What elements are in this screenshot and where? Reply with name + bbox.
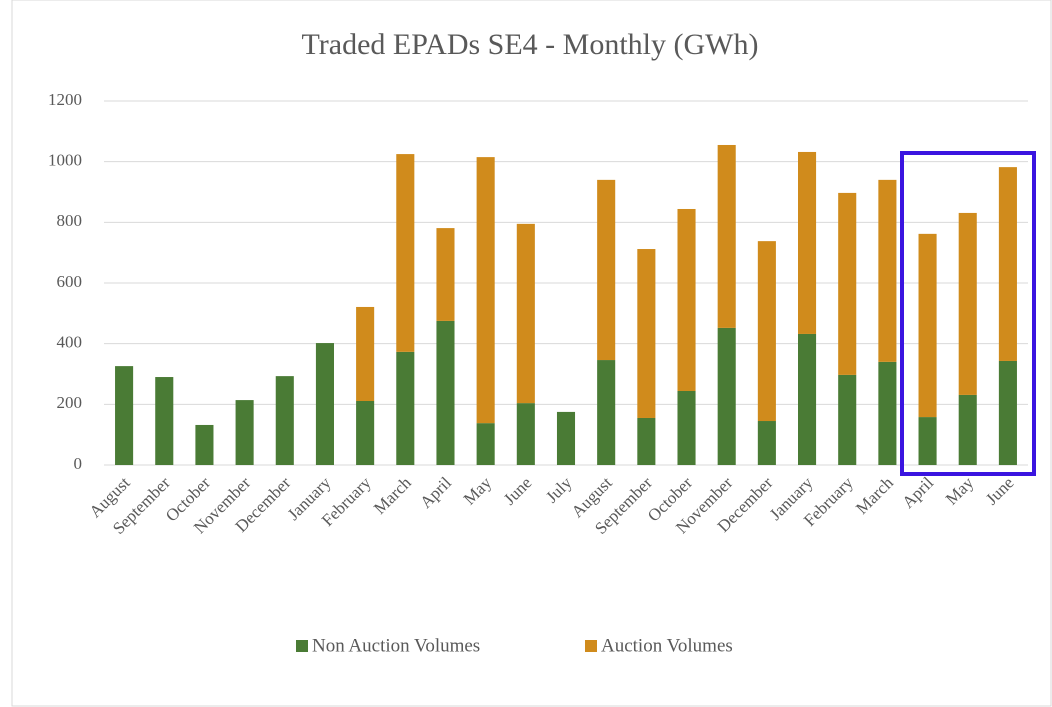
bar-segment: [195, 424, 214, 465]
bar-segment: [396, 351, 415, 465]
bar-segment: [436, 320, 455, 465]
bar-segment: [798, 333, 817, 465]
bar-segment: [396, 154, 415, 352]
y-tick-label: 200: [57, 393, 83, 412]
bar-segment: [958, 212, 977, 395]
bar-segment: [798, 151, 817, 334]
bar-segment: [677, 208, 696, 391]
y-tick-label: 1200: [48, 90, 82, 109]
bar-segment: [637, 417, 656, 465]
bar-segment: [998, 360, 1017, 465]
bar-segment: [235, 400, 254, 465]
bar-segment: [918, 417, 937, 465]
bar-segment: [597, 360, 616, 465]
legend-swatch: [585, 640, 597, 652]
legend-label: Auction Volumes: [601, 635, 733, 656]
bar-segment: [918, 233, 937, 418]
bar-segment: [476, 423, 495, 465]
bar-segment: [597, 179, 616, 361]
bar-segment: [677, 390, 696, 465]
bar-segment: [878, 179, 897, 362]
bar-segment: [516, 223, 535, 404]
bar-segment: [838, 192, 857, 375]
legend-label: Non Auction Volumes: [312, 635, 480, 656]
highlight-box: [900, 151, 1036, 476]
bar-segment: [757, 421, 776, 465]
bar-segment: [115, 366, 134, 465]
bar-segment: [275, 376, 294, 465]
y-tick-label: 1000: [48, 151, 82, 170]
bar-segment: [838, 374, 857, 465]
y-tick-label: 0: [74, 454, 83, 473]
bar-segment: [878, 361, 897, 465]
bar-segment: [436, 228, 455, 321]
bar-segment: [637, 249, 656, 418]
bar-segment: [155, 377, 174, 465]
bar-segment: [958, 394, 977, 465]
bar-segment: [717, 144, 736, 328]
bar-segment: [998, 167, 1017, 361]
y-tick-label: 800: [57, 211, 83, 230]
bar-segment: [757, 241, 776, 422]
bar-segment: [356, 400, 375, 465]
chart-title: Traded EPADs SE4 - Monthly (GWh): [302, 28, 759, 61]
bar-segment: [556, 411, 576, 465]
bar-segment: [356, 306, 375, 401]
marks: [115, 144, 1017, 465]
bar-segment: [476, 157, 495, 424]
y-tick-label: 400: [57, 333, 83, 352]
y-tick-label: 600: [57, 272, 83, 291]
bar-segment: [717, 327, 736, 465]
bar-segment: [315, 343, 334, 465]
legend-swatch: [296, 640, 308, 652]
bar-segment: [516, 403, 535, 465]
